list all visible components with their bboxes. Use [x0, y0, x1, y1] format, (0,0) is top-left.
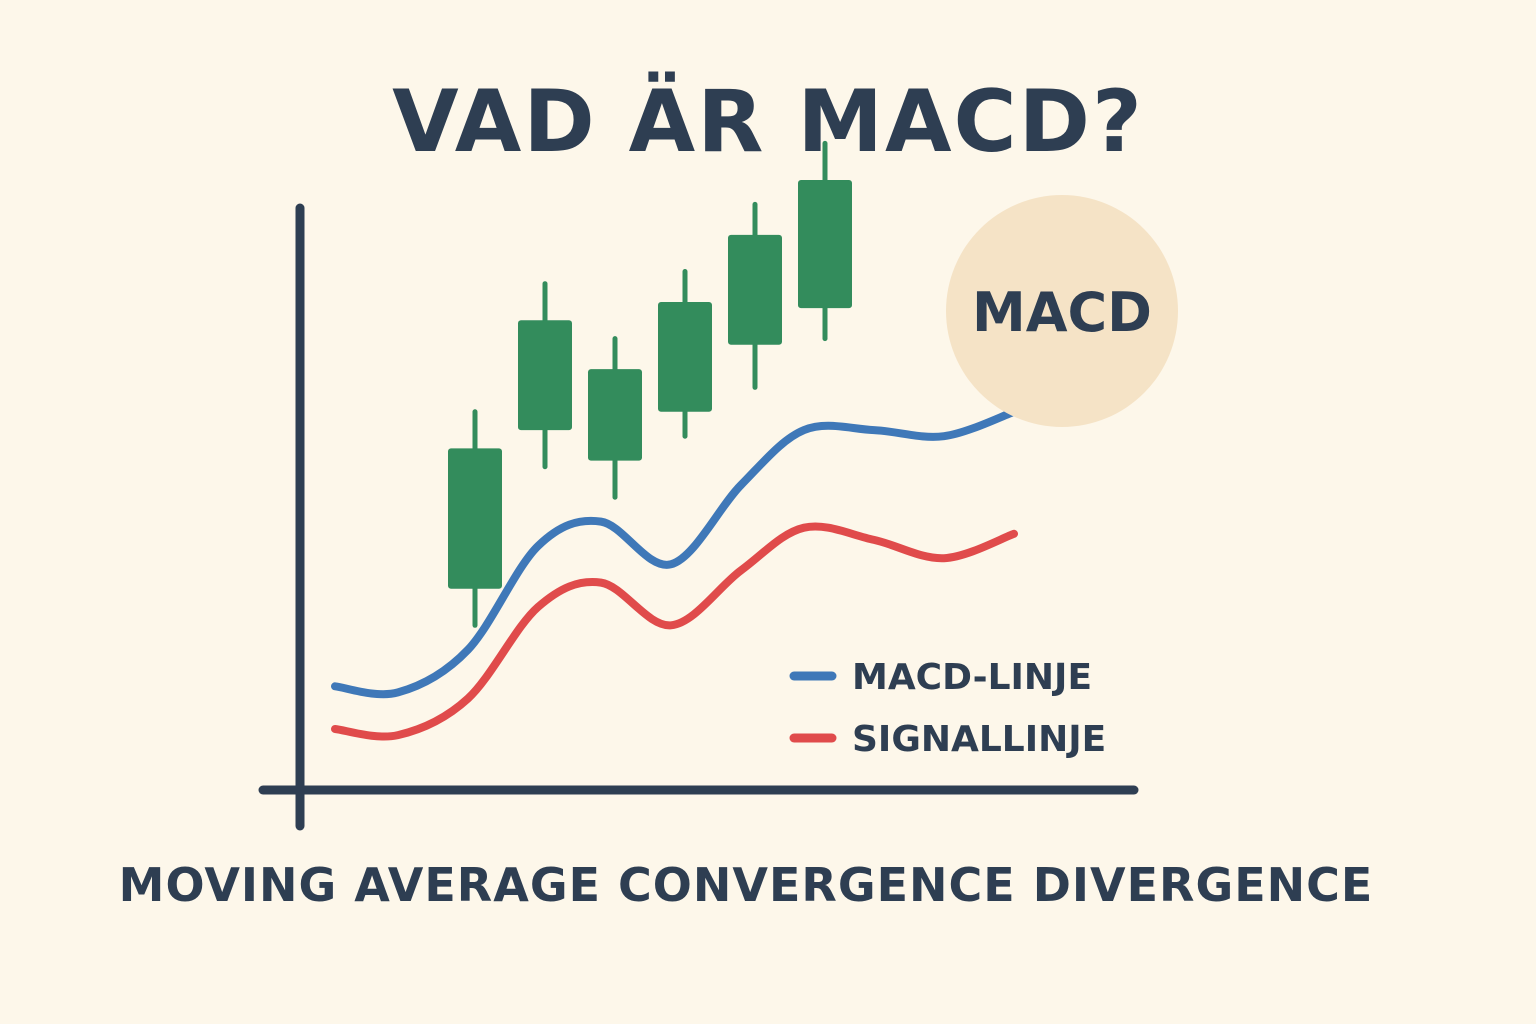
candlestick — [728, 201, 782, 390]
candlestick — [798, 140, 852, 342]
legend-item-signal: SIGNALLINJE — [789, 719, 1106, 760]
candlestick — [448, 409, 502, 628]
candle-body — [448, 448, 502, 589]
macd-badge: MACD — [946, 195, 1178, 427]
page-subtitle: MOVING AVERAGE CONVERGENCE DIVERGENCE — [118, 858, 1374, 912]
candle-body — [658, 302, 712, 412]
page-title: VAD ÄR MACD? — [392, 72, 1144, 172]
candle-body — [728, 234, 782, 345]
candle-body — [588, 369, 642, 461]
chart-axes — [258, 203, 1139, 831]
macd-badge-label: MACD — [972, 281, 1152, 344]
line-series-group — [331, 407, 1018, 741]
candle-body — [798, 180, 852, 309]
legend-label-macd: MACD-LINJE — [852, 657, 1092, 698]
candle-body — [518, 320, 572, 431]
macd-badge-circle — [946, 195, 1178, 427]
candlestick — [588, 336, 642, 500]
legend-item-macd: MACD-LINJE — [789, 657, 1092, 698]
signal-line — [331, 522, 1018, 741]
candlestick — [658, 269, 712, 439]
legend-label-signal: SIGNALLINJE — [852, 719, 1106, 760]
legend: MACD-LINJE SIGNALLINJE — [789, 657, 1106, 760]
macd-line — [331, 407, 1018, 699]
candlestick — [518, 281, 572, 470]
candlestick-group — [448, 140, 852, 628]
